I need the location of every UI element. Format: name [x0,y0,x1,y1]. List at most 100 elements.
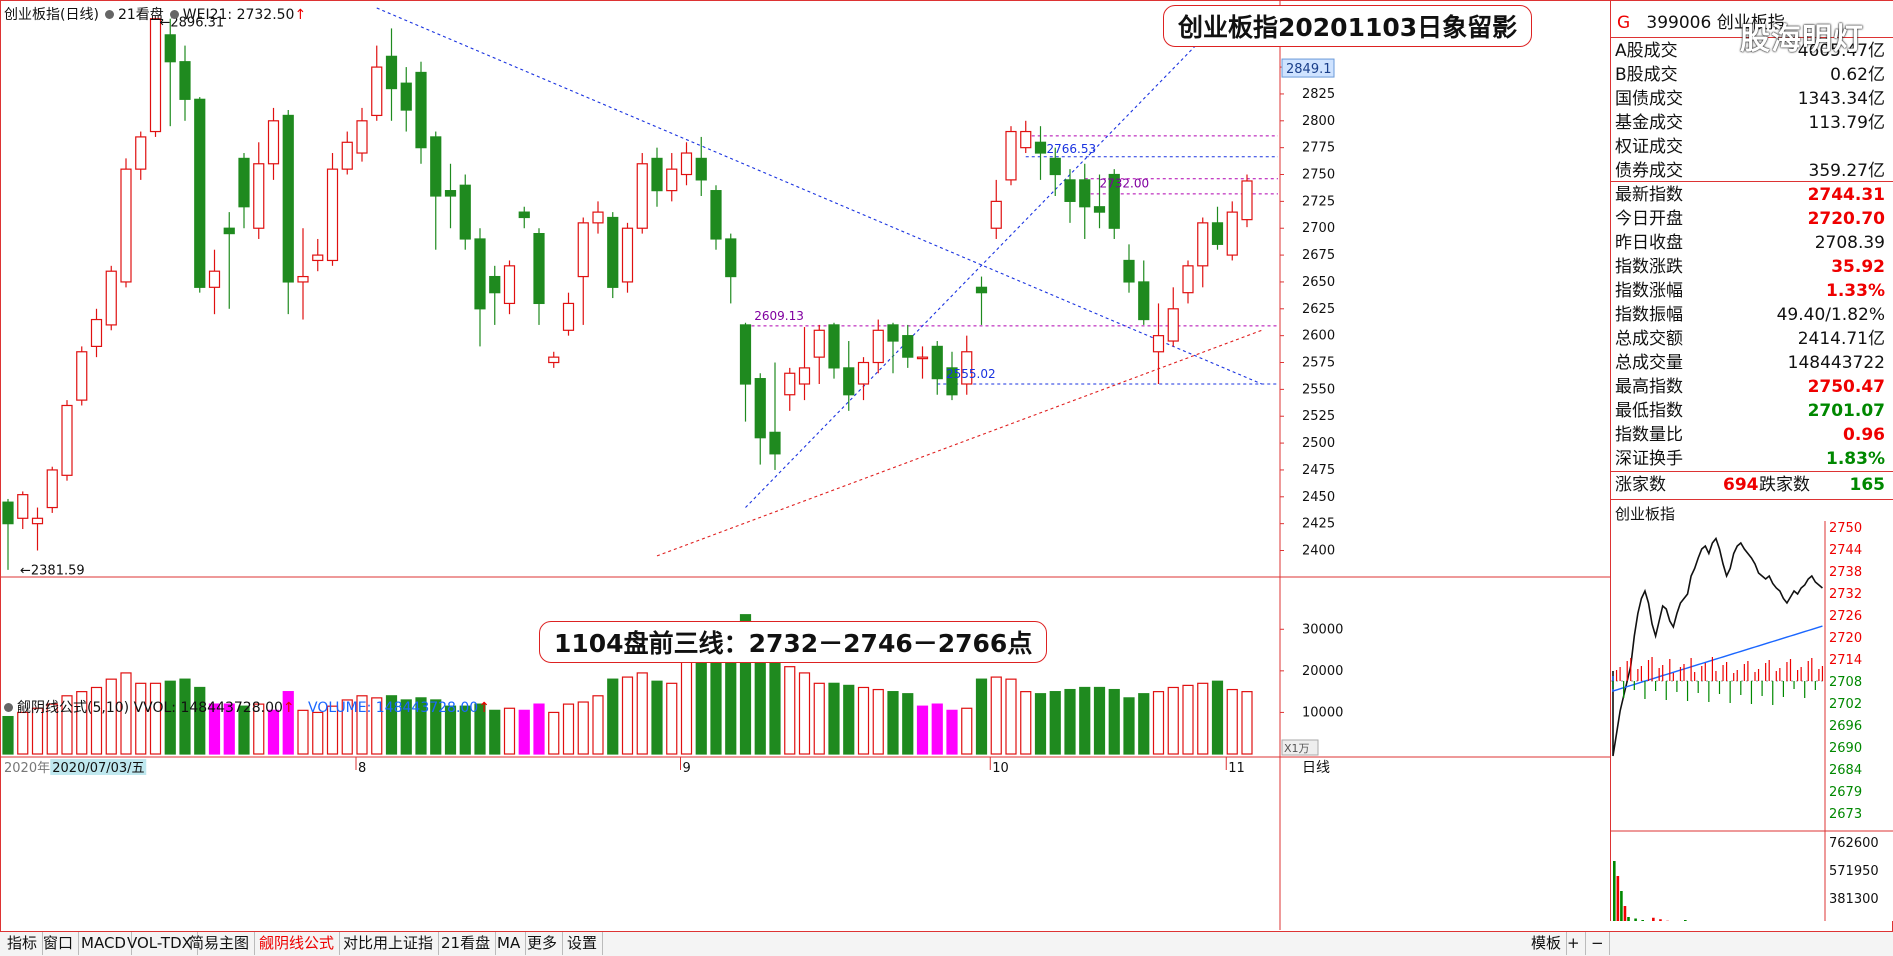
volume-bar[interactable] [829,683,839,754]
volume-bar[interactable] [1168,687,1178,754]
candle-body[interactable] [254,164,264,228]
tab-10[interactable]: 更多 [522,932,563,955]
indicator-name[interactable]: 21看盘 [118,7,164,23]
volume-bar[interactable] [1139,694,1149,754]
tab-6[interactable]: 觎阴线公式 [254,932,340,955]
volume-formula-name[interactable]: 觎阴线公式(5,10) [17,700,129,716]
chart-canvas[interactable]: 2900287528502825280027752750272527002675… [0,0,1610,930]
candle-body[interactable] [47,470,57,508]
candle-body[interactable] [711,191,721,239]
candle-body[interactable] [92,320,102,347]
candle-body[interactable] [490,277,500,293]
volume-bar[interactable] [490,710,500,754]
candle-body[interactable] [342,142,352,169]
volume-bar[interactable] [564,704,574,754]
volume-bar[interactable] [844,685,854,754]
volume-bar[interactable] [519,710,529,754]
volume-bar[interactable] [3,717,13,754]
candle-body[interactable] [1139,282,1149,320]
tab-11[interactable]: 设置 [562,932,603,955]
volume-bar[interactable] [918,706,928,754]
candle-body[interactable] [696,158,706,179]
tab-2[interactable]: 窗口 [38,932,79,955]
candle-body[interactable] [1036,142,1046,153]
volume-bar[interactable] [534,704,544,754]
volume-bar[interactable] [151,683,161,754]
candle-body[interactable] [1124,260,1134,281]
candle-body[interactable] [460,185,470,239]
candle-body[interactable] [283,115,293,282]
volume-bar[interactable] [1227,690,1237,754]
volume-bar[interactable] [1021,692,1031,754]
tab-1[interactable]: 指标 [2,932,43,955]
candle-body[interactable] [62,405,72,475]
volume-bar[interactable] [1213,681,1223,754]
tab-8[interactable]: 21看盘 [436,932,496,955]
volume-bar[interactable] [962,708,972,754]
candle-body[interactable] [726,239,736,277]
candle-body[interactable] [151,19,161,132]
volume-bar[interactable] [977,679,987,754]
zoom-in-button[interactable]: + [1562,932,1586,955]
volume-bar[interactable] [18,712,28,754]
volume-bar[interactable] [696,654,706,754]
volume-bar[interactable] [903,694,913,754]
volume-bar[interactable] [165,681,175,754]
candle-body[interactable] [608,217,618,287]
volume-bar[interactable] [814,683,824,754]
volume-bar[interactable] [947,710,957,754]
candle-body[interactable] [800,368,810,384]
volume-bar[interactable] [1036,694,1046,754]
candle-body[interactable] [239,158,249,206]
candle-body[interactable] [195,99,205,287]
candle-body[interactable] [446,191,456,196]
candle-body[interactable] [1227,212,1237,255]
candle-body[interactable] [519,212,529,217]
volume-bar[interactable] [770,663,780,754]
volume-bar[interactable] [578,702,588,754]
volume-bar[interactable] [1242,692,1252,754]
candle-body[interactable] [903,336,913,357]
candle-body[interactable] [77,352,87,400]
candle-body[interactable] [814,330,824,357]
volume-bar[interactable] [593,696,603,754]
volume-bar[interactable] [608,679,618,754]
volume-bar[interactable] [652,681,662,754]
candle-body[interactable] [534,234,544,304]
candle-body[interactable] [372,67,382,115]
candle-body[interactable] [165,35,175,62]
candle-body[interactable] [652,158,662,190]
candle-body[interactable] [755,379,765,438]
candle-body[interactable] [416,72,426,147]
candle-body[interactable] [593,212,603,223]
candle-body[interactable] [770,432,780,453]
candle-body[interactable] [1154,336,1164,352]
candle-body[interactable] [1095,207,1105,212]
volume-bar[interactable] [1006,679,1016,754]
candle-body[interactable] [637,164,647,228]
candle-body[interactable] [1021,132,1031,148]
volume-bar[interactable] [505,708,515,754]
volume-bar[interactable] [785,667,795,754]
candle-body[interactable] [932,346,942,378]
candle-body[interactable] [1080,180,1090,207]
candle-body[interactable] [741,325,751,384]
candle-body[interactable] [564,303,574,330]
volume-bar[interactable] [859,687,869,754]
volume-bar[interactable] [623,677,633,754]
volume-bar[interactable] [888,692,898,754]
candle-body[interactable] [3,502,13,523]
volume-bar[interactable] [1080,687,1090,754]
volume-bar[interactable] [637,673,647,754]
candle-body[interactable] [1183,266,1193,293]
volume-bar[interactable] [1109,690,1119,754]
candle-body[interactable] [1198,223,1208,266]
volume-bar[interactable] [549,712,559,754]
candle-body[interactable] [1168,309,1178,341]
volume-bar[interactable] [1198,683,1208,754]
candle-body[interactable] [785,373,795,394]
tab-template[interactable]: 模板 [1526,932,1567,955]
volume-bar[interactable] [1050,692,1060,754]
candle-body[interactable] [298,277,308,282]
candle-body[interactable] [505,266,515,304]
